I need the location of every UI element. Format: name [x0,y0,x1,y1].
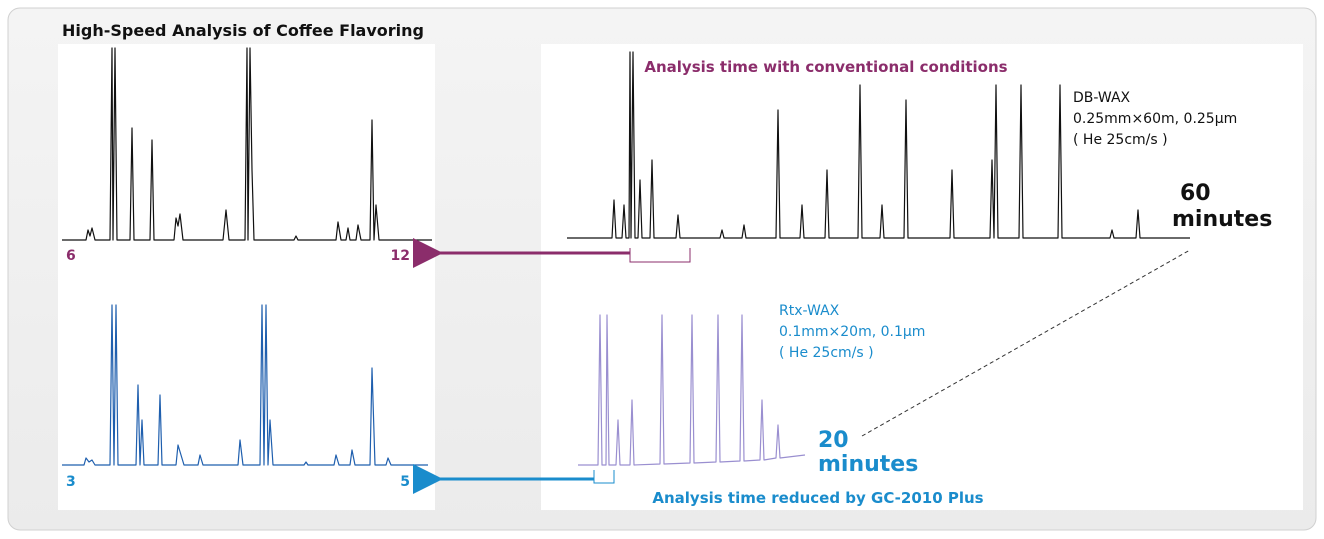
heading: Analysis time with conventional conditio… [644,58,1007,76]
chromatogram [62,304,428,466]
heading: Analysis time reduced by GC-2010 Plus [652,489,983,507]
zoom-start: 6 [66,248,76,264]
chromatogram [567,51,1190,239]
column-info: ( He 25cm/s ) [779,345,874,361]
run-time: minutes [818,452,918,477]
overview-panel [541,44,1303,510]
title: High-Speed Analysis of Coffee Flavoring [62,21,424,40]
column-info: 0.25mm×60m, 0.25µm [1073,111,1237,127]
zoom-bracket [629,248,691,263]
run-time: minutes [1172,207,1272,232]
zoom-bracket [593,470,615,484]
column-info: 0.1mm×20m, 0.1µm [779,324,925,340]
run-time: 20 [818,428,849,453]
column-info: DB-WAX [1073,90,1131,106]
column-info: Rtx-WAX [779,303,840,319]
zoom-end: 5 [400,474,410,490]
zoom-end: 12 [391,248,410,264]
zoom-start: 3 [66,474,76,490]
chromatogram [62,47,432,241]
run-time: 60 [1180,181,1211,206]
column-info: ( He 25cm/s ) [1073,132,1168,148]
chromatogram [578,314,806,466]
